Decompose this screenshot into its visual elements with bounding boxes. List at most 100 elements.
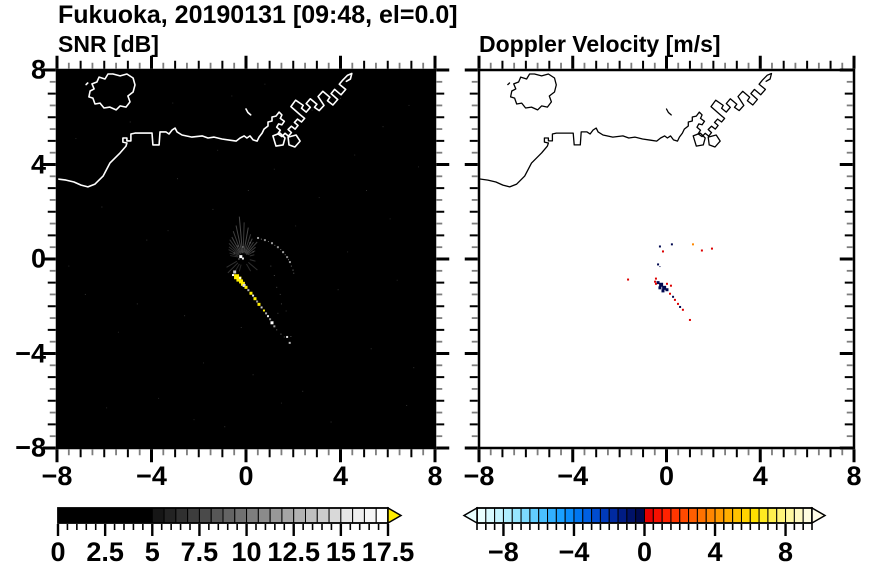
snr-echo-point	[263, 239, 266, 242]
snr-echo-point	[101, 206, 103, 208]
snr-colorbar-cell	[81, 507, 94, 524]
snr-colorbar-cell	[210, 507, 224, 524]
snr-echo-point	[280, 402, 282, 404]
snr-echo-point	[231, 95, 233, 97]
doppler-colorbar-under-arrow	[462, 506, 478, 525]
y-tick-label: −8	[15, 432, 46, 463]
snr-echo-point	[252, 294, 255, 297]
snr-colorbar-label: 15	[325, 537, 356, 567]
doppler-colorbar-cell	[494, 507, 504, 524]
y-tick-label: −4	[15, 338, 46, 368]
snr-echo-point	[249, 291, 253, 295]
snr-echo-point	[302, 390, 304, 392]
doppler-echo-point	[659, 266, 661, 268]
doppler-echo-point	[665, 282, 668, 285]
snr-echo-point	[237, 245, 239, 247]
snr-colorbar-cell	[316, 507, 330, 524]
snr-echo-point	[172, 102, 174, 104]
doppler-colorbar-cell	[776, 507, 787, 524]
snr-colorbar-label: 5	[144, 537, 160, 567]
snr-echo-point	[276, 286, 278, 288]
snr-echo-point	[276, 329, 278, 331]
doppler-colorbar-cell	[608, 507, 619, 524]
doppler-colorbar-cell	[564, 507, 575, 524]
doppler-echo-point	[657, 263, 660, 266]
doppler-echo-point	[710, 247, 713, 250]
doppler-colorbar-cell	[520, 507, 531, 524]
snr-echo-point	[288, 261, 291, 264]
snr-colorbar-cell	[340, 507, 354, 524]
x-tick-label: 8	[427, 461, 443, 491]
snr-echo-point	[276, 246, 279, 249]
snr-colorbar-cell	[269, 507, 283, 524]
snr-echo-point	[311, 109, 313, 111]
snr-echo-point	[136, 303, 138, 305]
snr-echo-point	[286, 256, 289, 259]
doppler-colorbar-label: 4	[707, 537, 723, 567]
coastline-block_a	[692, 132, 706, 147]
snr-echo-point	[270, 321, 274, 325]
x-tick-label: −8	[463, 461, 495, 491]
snr-frame	[55, 68, 437, 450]
doppler-echo-point	[662, 285, 667, 290]
snr-colorbar-cell	[363, 507, 377, 524]
snr-echo-point	[167, 230, 169, 232]
snr-echo-point	[176, 178, 178, 180]
snr-colorbar-label: 10	[231, 537, 262, 567]
snr-colorbar-cell	[222, 507, 236, 524]
snr-echo-point	[212, 208, 214, 210]
snr-echo-point	[285, 310, 287, 312]
doppler-colorbar-cell	[749, 507, 760, 524]
doppler-colorbar-cell	[740, 507, 751, 524]
snr-echo-point	[240, 327, 242, 329]
snr-echo-point	[117, 331, 119, 333]
doppler-colorbar-cell	[502, 507, 513, 524]
snr-echo-point	[279, 293, 281, 295]
doppler-colorbar-cell	[723, 507, 734, 524]
snr-echo-point	[340, 97, 341, 99]
doppler-colorbar-cell	[626, 507, 637, 524]
x-tick-label: −8	[41, 461, 73, 491]
coastline-mainland	[479, 72, 773, 188]
snr-echo-point	[270, 265, 272, 267]
snr-colorbar-cell	[246, 507, 259, 524]
doppler-echo-point	[691, 243, 694, 246]
coastline-block_b	[707, 134, 721, 148]
doppler-echo-point	[665, 288, 669, 292]
snr-echo-point	[184, 315, 186, 317]
snr-echo-point	[290, 265, 292, 267]
snr-echo-point	[277, 312, 279, 314]
snr-echo-point	[282, 251, 285, 254]
snr-echo-point	[413, 367, 415, 369]
snr-echo-point	[262, 309, 265, 312]
x-tick-label: 4	[332, 461, 349, 491]
doppler-colorbar-cell	[644, 507, 654, 524]
doppler-echo-point	[658, 286, 662, 290]
doppler-colorbar-cell	[705, 507, 716, 524]
x-tick-label: 8	[846, 461, 862, 491]
doppler-echo-point	[654, 277, 657, 280]
snr-echo-point	[417, 166, 419, 168]
snr-echo-point	[269, 318, 272, 321]
snr-colorbar-cell	[104, 507, 118, 524]
snr-echo-point	[288, 259, 290, 261]
snr-echo-point	[232, 274, 235, 277]
snr-colorbar-cell	[57, 507, 71, 524]
snr-echo-point	[224, 426, 226, 428]
snr-echo-point	[193, 419, 195, 421]
figure-title: Fukuoka, 20190131 [09:48, el=0.0]	[58, 1, 458, 29]
snr-echo-point	[354, 154, 356, 156]
snr-echo-point	[252, 374, 254, 376]
doppler-echo-point	[700, 249, 703, 252]
doppler-colorbar-cell	[785, 507, 795, 524]
snr-echo-point	[249, 242, 251, 244]
snr-echo-point	[129, 121, 131, 123]
doppler-echo-point	[659, 282, 664, 287]
doppler-echo-point	[627, 278, 630, 281]
coastline-block_b	[287, 134, 301, 148]
snr-echo-point	[280, 333, 282, 335]
snr-colorbar-cell	[234, 507, 248, 524]
snr-echo-point	[75, 138, 77, 140]
doppler-colorbar-cell	[635, 507, 645, 524]
snr-echo-point	[244, 285, 248, 289]
